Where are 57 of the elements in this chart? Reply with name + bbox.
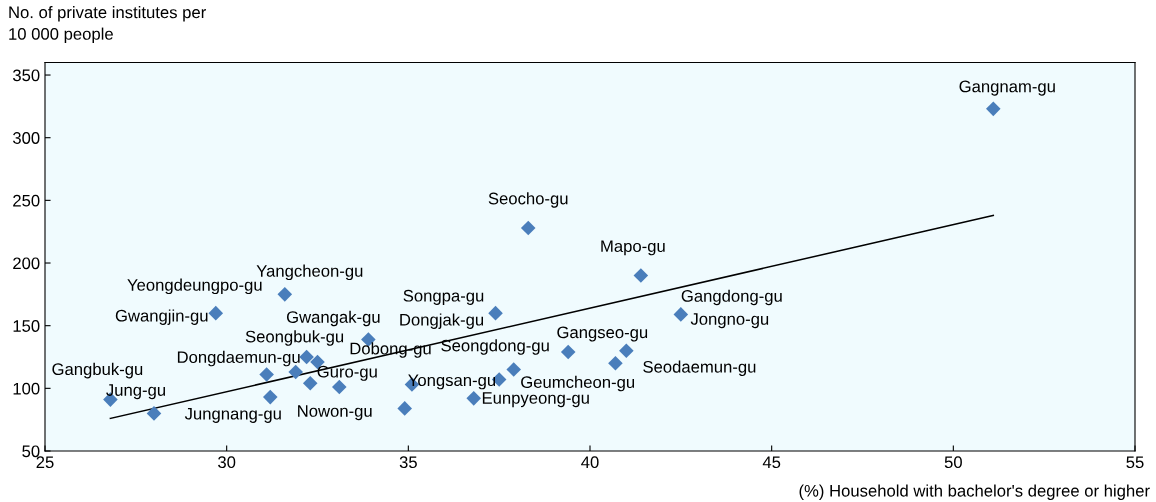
point [673,307,689,322]
annotation: Seongbuk-gu [245,330,344,346]
y-tick-label: 100 [13,382,40,395]
annotation: Yeongdeungpo-gu [127,278,262,295]
annotation: Jongno-gu [690,313,769,329]
point [397,401,412,416]
annotation: Gangnam-gu [959,80,1055,96]
point [506,362,521,377]
x-tick-label: 35 [399,456,417,469]
annotation: Gangbuk-gu [52,362,143,379]
annotation: Seocho-gu [488,192,568,208]
annotation: Eunpyeong-gu [482,392,589,408]
annotation: Seodaemun-gu [643,360,756,377]
x-tick-label: 40 [581,456,599,469]
x-tick-label: 55 [1126,456,1144,469]
annotation: Gangseo-gu [557,326,648,342]
y-tick-label: 150 [13,320,40,332]
point [277,287,293,302]
point [302,376,318,391]
point [608,355,623,371]
point [560,344,576,360]
point [488,305,503,321]
annotation: Gangdong-gu [681,289,782,306]
annotation: Dongdaemun-gu [177,350,300,367]
y-tick-label: 250 [13,194,40,207]
point [466,391,482,406]
x-tick-label: 25 [36,456,54,469]
x-tick-label: 30 [218,456,236,469]
annotation: Seongdong-gu [441,339,549,355]
annotation: Guro-gu [317,365,377,381]
point [146,406,162,421]
y-tick-label: 50 [22,445,40,458]
point [259,367,274,382]
y-axis-title: No. of private institutes per 10 000 people [9,6,206,44]
annotation: Mapo-gu [601,240,665,256]
annotation: Nowon-gu [298,405,372,421]
point [619,343,634,359]
annotation: Songpa-gu [403,289,484,305]
point [633,268,649,283]
point [208,305,224,321]
y-tick-label: 350 [12,69,40,82]
x-tick-label: 45 [762,456,781,469]
y-tick-label: 200 [13,257,40,270]
y-tick-label: 300 [12,132,40,144]
annotation: Jungnang-gu [184,407,281,423]
point [520,220,536,236]
annotation: Dongjak-gu [400,313,484,329]
point [262,389,278,405]
annotation: Gwangak-gu [286,310,380,327]
x-axis-title: (%) Household with bachelor's degree or higher [799,484,1150,500]
x-tick-label: 50 [944,456,962,469]
annotation: Jung-gu [106,384,166,400]
annotation: Geumcheon-gu [521,375,635,392]
point [986,101,1001,117]
annotation: Yangcheon-gu [256,264,363,281]
annotation: Gwangjin-gu [115,309,208,325]
point [299,349,314,365]
